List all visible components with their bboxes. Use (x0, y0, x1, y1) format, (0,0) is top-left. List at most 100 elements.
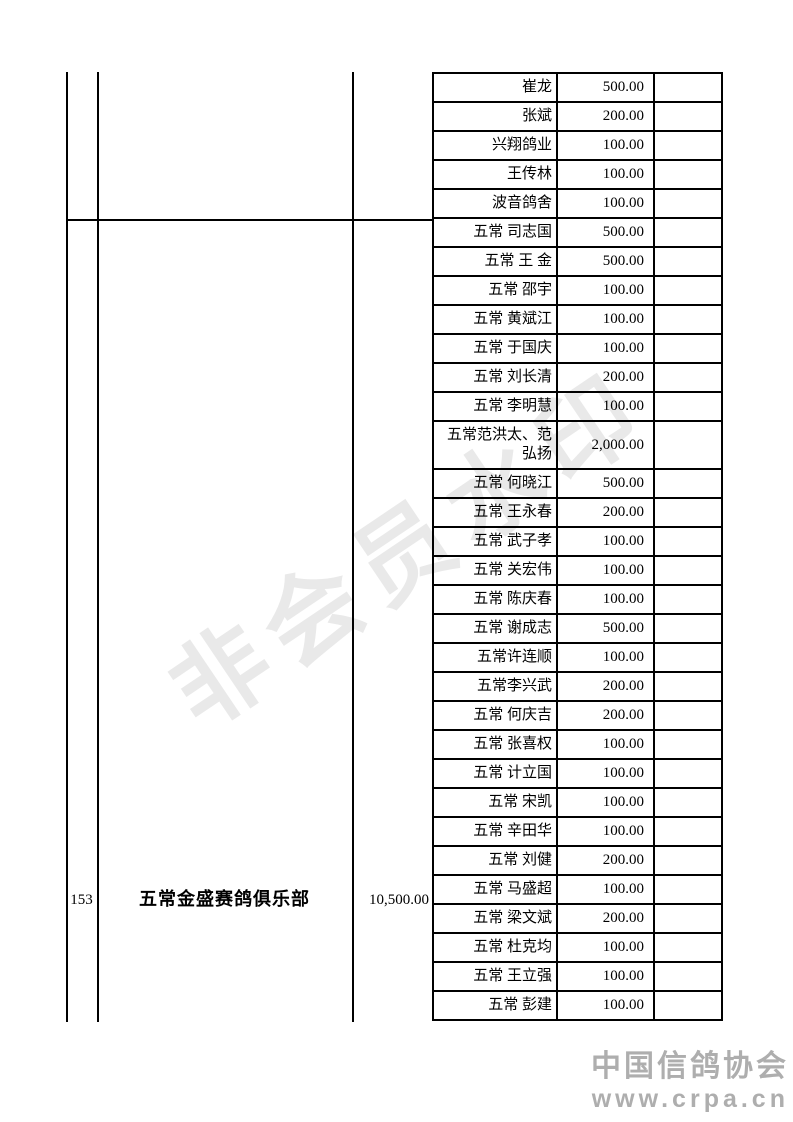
member-amount-cell: 100.00 (558, 393, 655, 420)
member-row: 张斌 200.00 (434, 103, 721, 132)
member-amount-cell: 200.00 (558, 673, 655, 700)
member-name-cell: 五常范洪太、范弘扬 (434, 422, 558, 468)
empty-cell (655, 876, 721, 903)
member-name-cell: 五常 刘长清 (434, 364, 558, 391)
member-row: 王传林 100.00 (434, 161, 721, 190)
member-amount-cell: 100.00 (558, 760, 655, 787)
empty-cell (655, 161, 721, 188)
member-name-cell: 崔龙 (434, 74, 558, 101)
member-name-cell: 五常 王永春 (434, 499, 558, 526)
member-amount-cell: 100.00 (558, 731, 655, 758)
member-amount-cell: 500.00 (558, 74, 655, 101)
member-amount-cell: 500.00 (558, 219, 655, 246)
empty-cell (655, 731, 721, 758)
member-name-cell: 五常 杜克均 (434, 934, 558, 961)
crpa-logo-name: 中国信鸽协会 (591, 1050, 789, 1083)
member-name-cell: 五常 陈庆春 (434, 586, 558, 613)
member-name-cell: 五常 黄斌江 (434, 306, 558, 333)
member-amount-cell: 100.00 (558, 557, 655, 584)
empty-cell (655, 673, 721, 700)
member-amount-cell: 2,000.00 (558, 422, 655, 468)
member-name-cell: 波音鸽舍 (434, 190, 558, 217)
empty-cell (655, 470, 721, 497)
empty-cell (655, 74, 721, 101)
member-row: 五常 李明慧 100.00 (434, 393, 721, 422)
entry-serial-number: 153 (70, 892, 93, 908)
entry-total-amount: 10,500.00 (369, 892, 429, 908)
member-name-cell: 五常 何晓江 (434, 470, 558, 497)
member-row: 波音鸽舍 100.00 (434, 190, 721, 219)
member-amount-cell: 100.00 (558, 789, 655, 816)
empty-cell (655, 190, 721, 217)
member-name-cell: 五常 宋凯 (434, 789, 558, 816)
member-amount-cell: 200.00 (558, 364, 655, 391)
member-name-cell: 五常 邵宇 (434, 277, 558, 304)
member-row: 五常 王 金 500.00 (434, 248, 721, 277)
member-name-cell: 五常 武子孝 (434, 528, 558, 555)
member-row: 五常 梁文斌 200.00 (434, 905, 721, 934)
member-row: 五常 谢成志 500.00 (434, 615, 721, 644)
empty-cell (655, 364, 721, 391)
member-amount-cell: 100.00 (558, 963, 655, 990)
member-row: 五常 彭建 100.00 (434, 992, 721, 1021)
member-amount-cell: 100.00 (558, 132, 655, 159)
member-name-cell: 五常 司志国 (434, 219, 558, 246)
empty-cell (655, 499, 721, 526)
empty-cell (655, 219, 721, 246)
entry-divider-line (66, 219, 434, 221)
empty-cell (655, 557, 721, 584)
member-row: 五常 计立国 100.00 (434, 760, 721, 789)
member-name-cell: 五常 张喜权 (434, 731, 558, 758)
crpa-logo: 中国信鸽协会 www.crpa.cn (591, 1050, 789, 1113)
member-row: 五常 何庆吉 200.00 (434, 702, 721, 731)
member-name-cell: 五常 马盛超 (434, 876, 558, 903)
member-name-cell: 五常 梁文斌 (434, 905, 558, 932)
member-row: 五常 何晓江 500.00 (434, 470, 721, 499)
member-amount-cell: 100.00 (558, 277, 655, 304)
member-row: 五常 王立强 100.00 (434, 963, 721, 992)
member-row: 五常李兴武 200.00 (434, 673, 721, 702)
member-row: 五常 武子孝 100.00 (434, 528, 721, 557)
empty-cell (655, 702, 721, 729)
member-amount-cell: 500.00 (558, 615, 655, 642)
member-amount-cell: 200.00 (558, 847, 655, 874)
member-row: 五常范洪太、范弘扬 2,000.00 (434, 422, 721, 470)
empty-cell (655, 818, 721, 845)
member-amount-cell: 100.00 (558, 934, 655, 961)
member-row: 五常 马盛超 100.00 (434, 876, 721, 905)
member-name-cell: 五常 辛田华 (434, 818, 558, 845)
member-name-cell: 五常 刘健 (434, 847, 558, 874)
empty-cell (655, 789, 721, 816)
member-row: 五常 刘健 200.00 (434, 847, 721, 876)
empty-cell (655, 103, 721, 130)
member-amount-cell: 200.00 (558, 499, 655, 526)
empty-cell (655, 132, 721, 159)
member-row: 五常 辛田华 100.00 (434, 818, 721, 847)
member-row: 五常 刘长清 200.00 (434, 364, 721, 393)
member-name-cell: 五常 王 金 (434, 248, 558, 275)
member-name-cell: 兴翔鸽业 (434, 132, 558, 159)
member-name-cell: 五常李兴武 (434, 673, 558, 700)
empty-cell (655, 586, 721, 613)
member-row: 五常 杜克均 100.00 (434, 934, 721, 963)
member-row: 五常 司志国 500.00 (434, 219, 721, 248)
empty-cell (655, 393, 721, 420)
empty-cell (655, 992, 721, 1019)
member-row: 五常 王永春 200.00 (434, 499, 721, 528)
member-name-cell: 五常许连顺 (434, 644, 558, 671)
empty-cell (655, 615, 721, 642)
empty-cell (655, 248, 721, 275)
member-row: 五常许连顺 100.00 (434, 644, 721, 673)
member-row: 五常 宋凯 100.00 (434, 789, 721, 818)
member-name-cell: 五常 王立强 (434, 963, 558, 990)
member-row: 五常 关宏伟 100.00 (434, 557, 721, 586)
club-column-divider-line (352, 72, 354, 1022)
member-amount-cell: 200.00 (558, 905, 655, 932)
empty-cell (655, 934, 721, 961)
member-amount-cell: 100.00 (558, 992, 655, 1019)
member-name-cell: 五常 何庆吉 (434, 702, 558, 729)
member-amount-cell: 100.00 (558, 586, 655, 613)
member-name-cell: 五常 计立国 (434, 760, 558, 787)
member-row: 五常 于国庆 100.00 (434, 335, 721, 364)
